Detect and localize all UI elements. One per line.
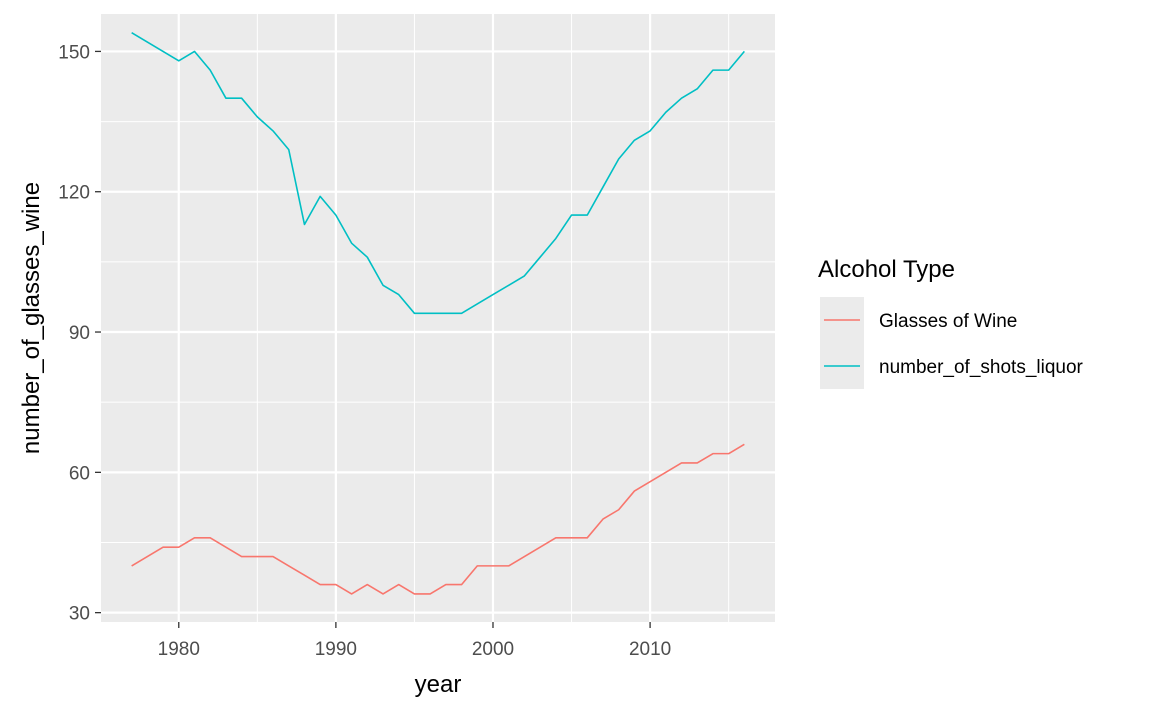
y-axis-ticks: 30 60 90 120 150: [58, 42, 101, 625]
x-tick-label: 1980: [158, 639, 200, 660]
x-tick-label: 1990: [315, 639, 357, 660]
x-axis-ticks: 1980 1990 2000 2010: [158, 622, 671, 660]
series-line-liquor: [131, 32, 745, 315]
y-tick-label: 60: [69, 463, 90, 484]
legend-label: number_of_shots_liquor: [879, 357, 1084, 378]
grid-lines: [99, 14, 775, 622]
y-tick-label: 90: [69, 323, 90, 344]
legend-items: Glasses of Wine number_of_shots_liquor: [820, 297, 1084, 389]
legend-label: Glasses of Wine: [879, 311, 1017, 332]
y-tick-label: 120: [58, 183, 90, 204]
legend: Alcohol Type Glasses of Wine number_of_sh…: [818, 256, 1084, 389]
x-tick-label: 2010: [629, 639, 671, 660]
series-line-wine: [131, 443, 745, 595]
legend-title: Alcohol Type: [818, 256, 955, 283]
series-lines: [131, 32, 745, 595]
y-axis-title: number_of_glasses_wine: [18, 182, 45, 454]
x-tick-label: 2000: [472, 639, 514, 660]
x-axis-title: year: [415, 671, 462, 698]
y-tick-label: 150: [58, 42, 90, 63]
y-tick-label: 30: [69, 604, 90, 625]
